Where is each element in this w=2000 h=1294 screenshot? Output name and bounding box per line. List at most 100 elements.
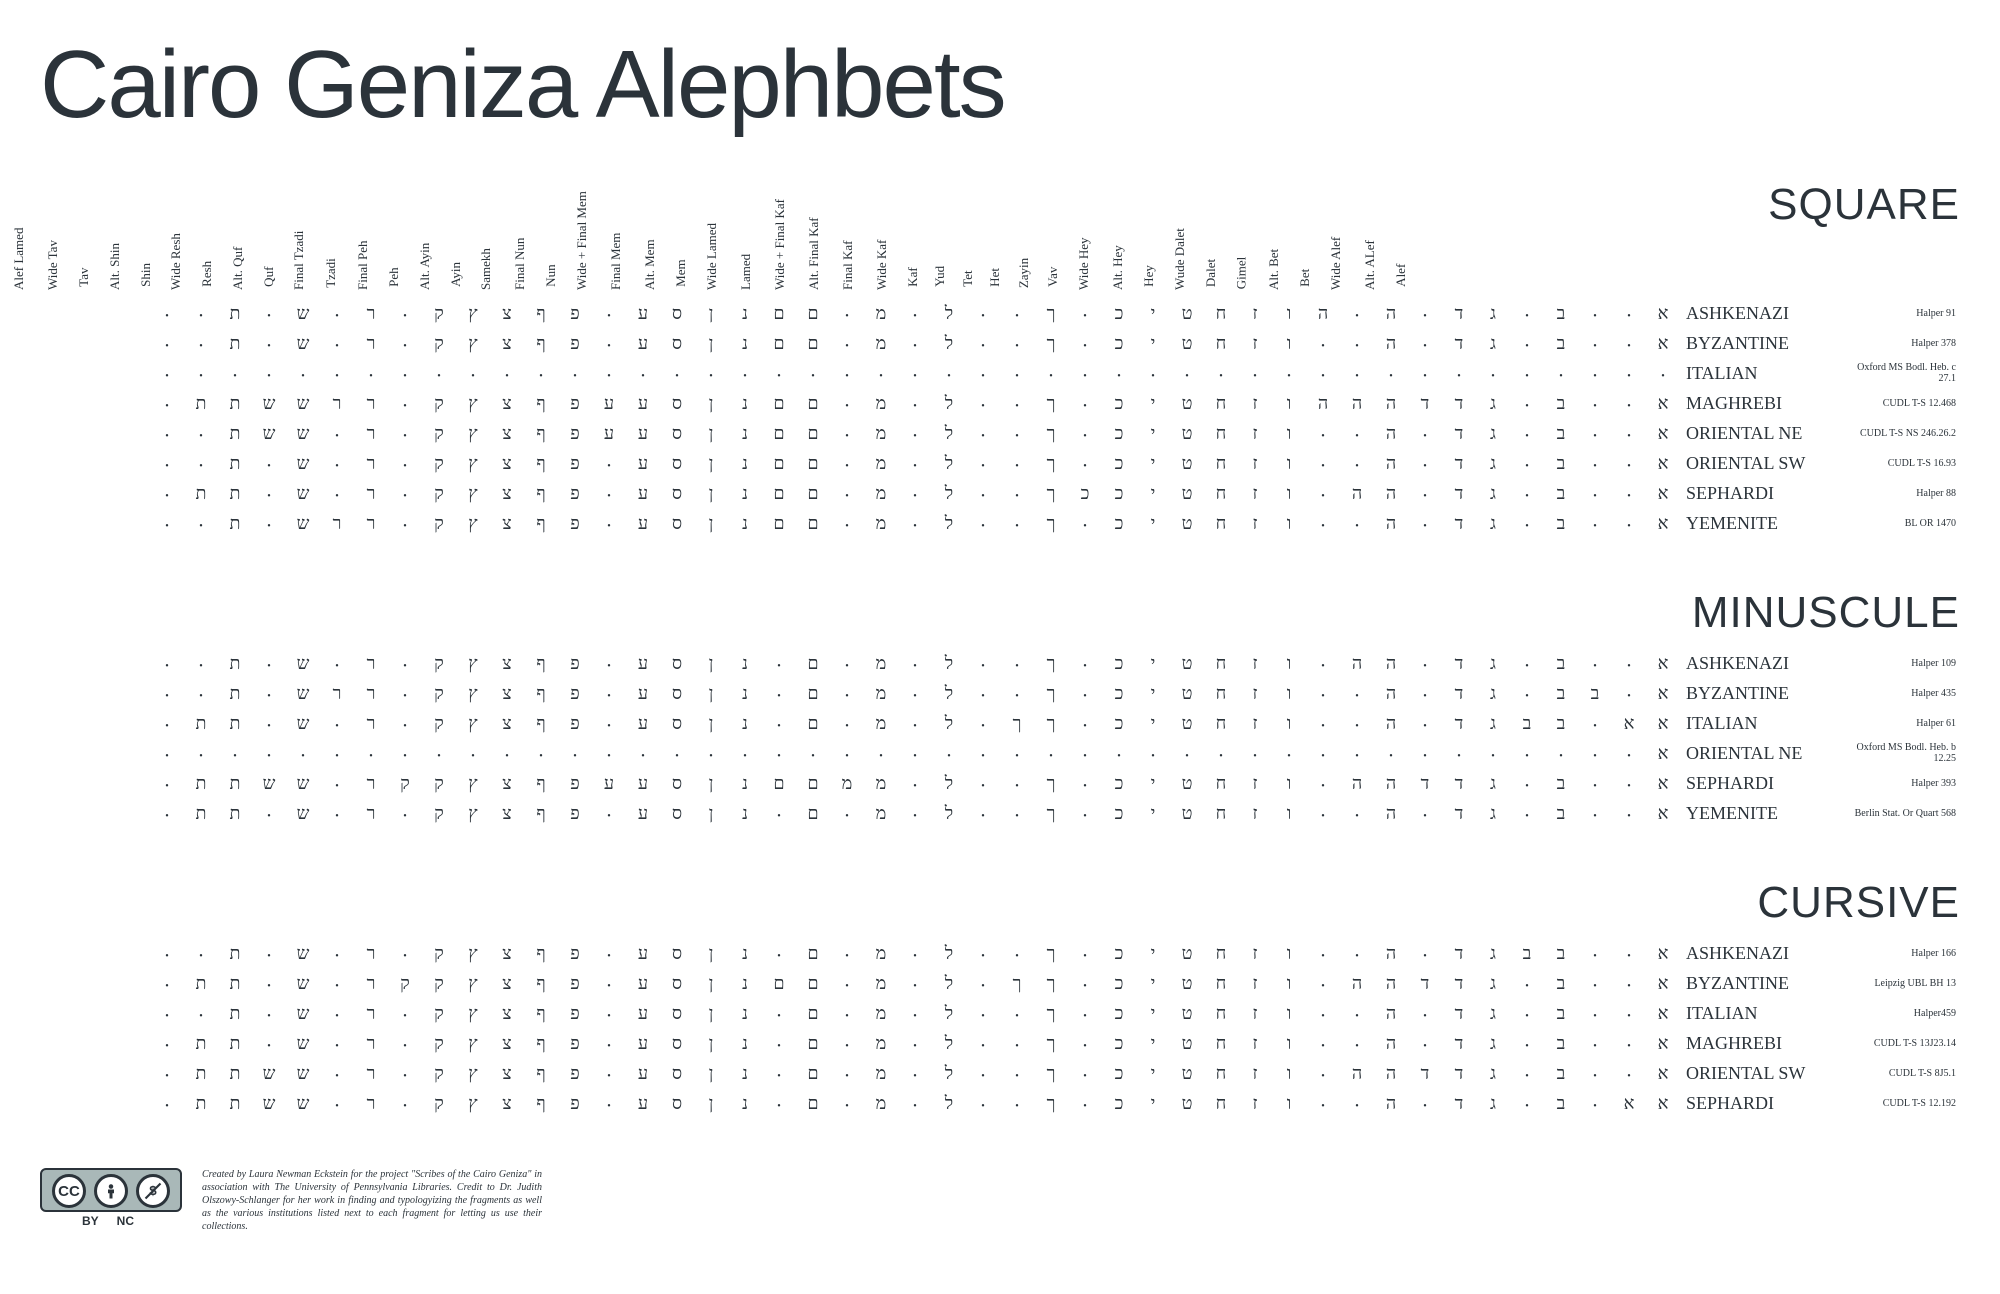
glyph-cell: ו <box>1272 1063 1306 1084</box>
glyph-cell: ק <box>388 973 422 994</box>
glyph-cell: ח <box>1204 943 1238 964</box>
glyph-cell <box>286 363 320 384</box>
glyph-cell <box>1510 393 1544 414</box>
glyph-cell <box>1306 1063 1340 1084</box>
glyph-cell <box>252 683 286 704</box>
column-header: Shin <box>128 259 162 287</box>
glyph-cell: ר <box>354 943 388 964</box>
glyph-cell <box>762 1003 796 1024</box>
glyph-cell <box>320 803 354 824</box>
glyph-cell <box>320 1033 354 1054</box>
glyph-cell: ת <box>184 713 218 734</box>
glyph-cell <box>898 713 932 734</box>
glyph-cell: ע <box>626 453 660 474</box>
glyph-cell: ך <box>1034 423 1068 444</box>
glyph-cell: ם <box>796 773 830 794</box>
glyph-cell <box>830 1063 864 1084</box>
glyph-cell <box>218 363 252 384</box>
glyph-cell: ע <box>626 973 660 994</box>
glyph-cell: ז <box>1238 653 1272 674</box>
glyph-cell <box>1612 973 1646 994</box>
glyph-cell: ק <box>422 1003 456 1024</box>
table-row: Halper 88SEPHARDIאבגדההוזחטיככךלמםםנןסעפ… <box>40 478 1960 508</box>
glyph-cell: ך <box>1034 943 1068 964</box>
glyph-cell <box>1408 1033 1442 1054</box>
glyph-cell: א <box>1646 303 1680 324</box>
glyph-cell: ה <box>1374 393 1408 414</box>
glyph-cell: ה <box>1340 483 1374 504</box>
glyph-cell <box>388 653 422 674</box>
glyph-cell <box>184 453 218 474</box>
glyph-cell <box>184 423 218 444</box>
glyph-cell <box>1612 333 1646 354</box>
glyph-cell <box>320 363 354 384</box>
by-icon <box>94 1174 128 1208</box>
column-header: Gimel <box>1224 257 1258 290</box>
glyph-cell <box>184 653 218 674</box>
glyph-cell <box>762 1063 796 1084</box>
glyph-cell: ה <box>1340 973 1374 994</box>
glyph-cell: נ <box>728 1033 762 1054</box>
column-header: Final Tzadi <box>282 256 316 290</box>
glyph-cell: ת <box>184 483 218 504</box>
glyph-cell: ז <box>1238 943 1272 964</box>
glyph-cell: ת <box>218 483 252 504</box>
glyph-cell <box>1306 363 1340 384</box>
glyph-cell <box>592 513 626 534</box>
glyph-cell: ל <box>932 483 966 504</box>
glyph-cell: ר <box>354 683 388 704</box>
glyph-cell: ב <box>1544 653 1578 674</box>
glyph-cell <box>1510 483 1544 504</box>
glyph-cell: ק <box>422 513 456 534</box>
column-header: Ayin <box>438 259 472 287</box>
glyph-cell: נ <box>728 683 762 704</box>
glyph-cell <box>592 973 626 994</box>
glyph-cell <box>1340 513 1374 534</box>
glyph-cell <box>422 363 456 384</box>
column-header: Lamed <box>729 256 763 290</box>
table-row: CUDL T-S 12.468MAGHREBIאבגדדהההוזחטיכךלמ… <box>40 388 1960 418</box>
glyph-cell: ג <box>1476 453 1510 474</box>
glyph-cell: ב <box>1544 303 1578 324</box>
glyph-cell: ש <box>286 683 320 704</box>
glyph-cell <box>1068 653 1102 674</box>
glyph-cell <box>1612 483 1646 504</box>
glyph-cell <box>1306 973 1340 994</box>
glyph-cell: ץ <box>456 1063 490 1084</box>
glyph-cell: ס <box>660 483 694 504</box>
glyph-cell: ס <box>660 393 694 414</box>
glyph-cell: ע <box>626 423 660 444</box>
glyph-cell: ל <box>932 803 966 824</box>
glyph-cell <box>966 483 1000 504</box>
glyph-cell: ד <box>1442 1033 1476 1054</box>
glyph-cell <box>1000 1003 1034 1024</box>
glyph-cell <box>1306 713 1340 734</box>
glyph-cell: מ <box>864 483 898 504</box>
glyph-cell: ם <box>796 803 830 824</box>
row-source: Berlin Stat. Or Quart 568 <box>1840 808 1960 819</box>
glyph-cell: מ <box>864 683 898 704</box>
glyph-cell: ת <box>218 1093 252 1114</box>
glyph-cell: ע <box>626 393 660 414</box>
row-label: YEMENITE <box>1680 803 1840 824</box>
glyph-cell: ס <box>660 943 694 964</box>
glyph-cell: ו <box>1272 713 1306 734</box>
glyph-cell <box>1578 363 1612 384</box>
glyph-cell <box>252 453 286 474</box>
glyph-cell <box>932 363 966 384</box>
glyph-cell: י <box>1136 483 1170 504</box>
glyph-cell: ף <box>524 423 558 444</box>
glyph-cell: ג <box>1476 713 1510 734</box>
glyph-cell: ף <box>524 483 558 504</box>
glyph-cell: ק <box>422 483 456 504</box>
glyph-cell <box>1340 1003 1374 1024</box>
glyph-cell <box>592 713 626 734</box>
glyph-cell: כ <box>1102 333 1136 354</box>
glyph-cell <box>966 333 1000 354</box>
glyph-cell <box>1408 943 1442 964</box>
glyph-cell: ת <box>218 453 252 474</box>
glyph-cell: ץ <box>456 453 490 474</box>
column-header: Wide + Final Mem <box>565 256 599 290</box>
glyph-cell <box>252 713 286 734</box>
glyph-cell <box>966 743 1000 764</box>
